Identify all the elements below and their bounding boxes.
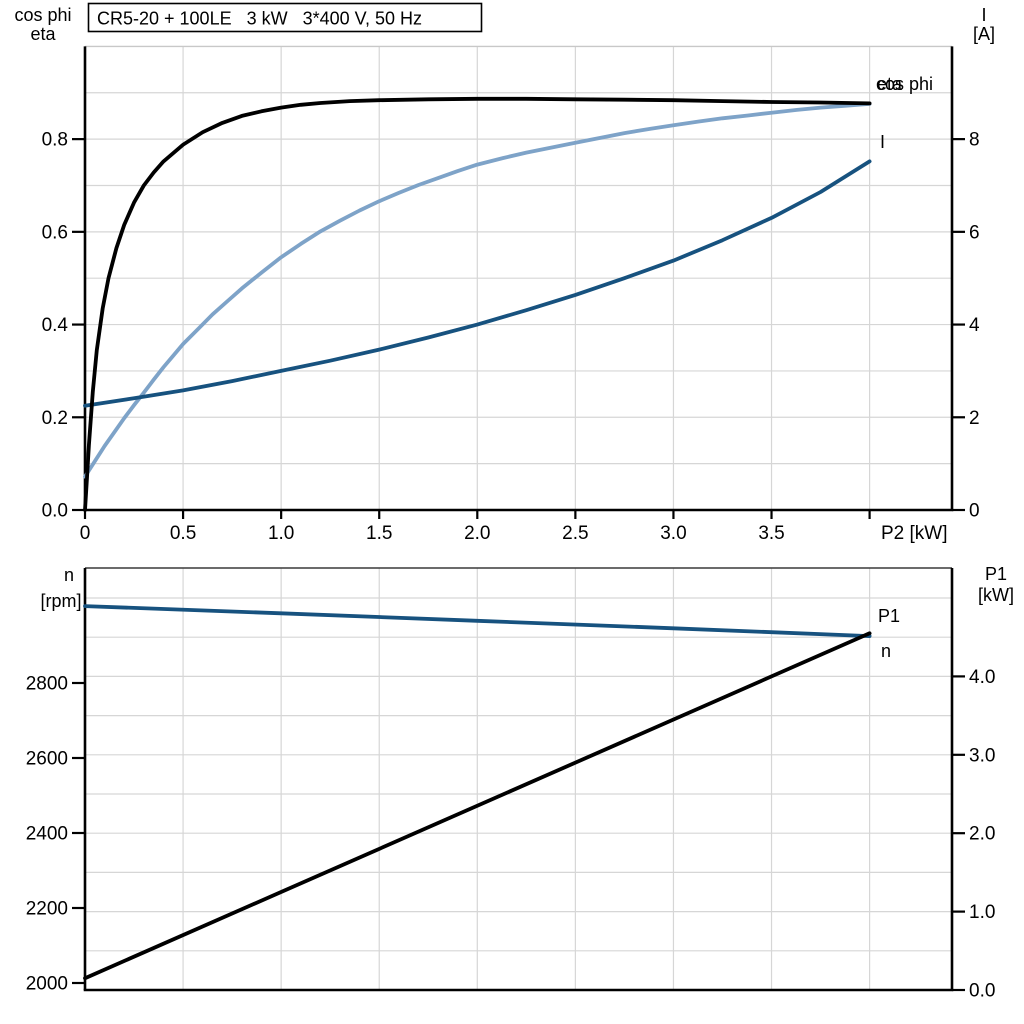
right-axis-title: P1 [985, 564, 1007, 584]
right-tick-label: 6 [969, 222, 980, 243]
x-tick-label: 0 [80, 523, 91, 544]
x-tick-label: 2.0 [464, 523, 490, 544]
left-tick-label: 0.4 [42, 315, 69, 336]
left-tick-label: 0.6 [42, 222, 68, 243]
curve-n [83, 604, 872, 638]
left-tick-label: 0.2 [42, 408, 68, 429]
curve-label-current: I [880, 132, 885, 152]
right-tick-label: 4.0 [969, 667, 995, 688]
left-tick-label: 0.0 [42, 501, 68, 522]
x-tick-label: 1.0 [268, 523, 294, 544]
left-axis-title: cos phi [14, 5, 71, 25]
right-tick-label: 1.0 [969, 902, 995, 923]
lower-chart: 2800 2600 2400 2200 2000 4.0 3.0 2.0 1.0 0.0 n [rpm… [26, 564, 1014, 1002]
right-tick-label: 3.0 [969, 745, 995, 766]
x-tick-label: 0.5 [170, 523, 196, 544]
right-axis-title: I [981, 5, 986, 25]
left-tick-label: 2200 [26, 899, 68, 920]
chart-title: CR5-20 + 100LE 3 kW 3*400 V, 50 Hz [97, 9, 422, 29]
chart-title-box [87, 2, 483, 33]
curve-P1 [83, 631, 872, 981]
curve-label-n: n [881, 641, 891, 661]
left-axis-title: eta [30, 24, 56, 44]
right-tick-label: 0.0 [969, 981, 995, 1002]
left-tick-label: 0.8 [42, 130, 68, 151]
left-tick-label: 2800 [26, 674, 68, 695]
right-tick-label: 2 [969, 408, 980, 429]
curve-label-eta: eta [877, 74, 903, 94]
curve-label-P1: P1 [878, 606, 900, 626]
right-axis-title: [kW] [978, 585, 1014, 605]
right-tick-label: 2.0 [969, 824, 995, 845]
left-axis-title: [rpm] [40, 591, 81, 611]
left-tick-label: 2000 [26, 974, 68, 995]
gridlines [85, 568, 952, 990]
right-tick-label: 8 [969, 130, 980, 151]
left-tick-label: 2600 [26, 749, 68, 770]
right-tick-label: 4 [969, 315, 980, 336]
curve-current [83, 159, 872, 408]
left-tick-label: 2400 [26, 824, 68, 845]
curve-cos_phi [83, 102, 872, 479]
x-tick-label: 3.0 [660, 523, 686, 544]
right-tick-label: 0 [969, 501, 980, 522]
curve-eta [83, 96, 872, 512]
right-axis-title: [A] [973, 24, 995, 44]
gridlines [85, 46, 952, 510]
x-tick-label: 2.5 [562, 523, 588, 544]
upper-chart: 0.0 0.2 0.4 0.6 0.8 0 2 4 6 8 0 0.5 1.0 1.5 2.0 2.5 3.0 3… [14, 2, 995, 544]
left-axis-title: n [64, 565, 74, 585]
curve-label-cos_phi: cos phi [876, 74, 933, 94]
x-tick-label: 1.5 [366, 523, 392, 544]
x-tick-label: 3.5 [758, 523, 784, 544]
x-axis-title: P2 [kW] [881, 523, 948, 544]
